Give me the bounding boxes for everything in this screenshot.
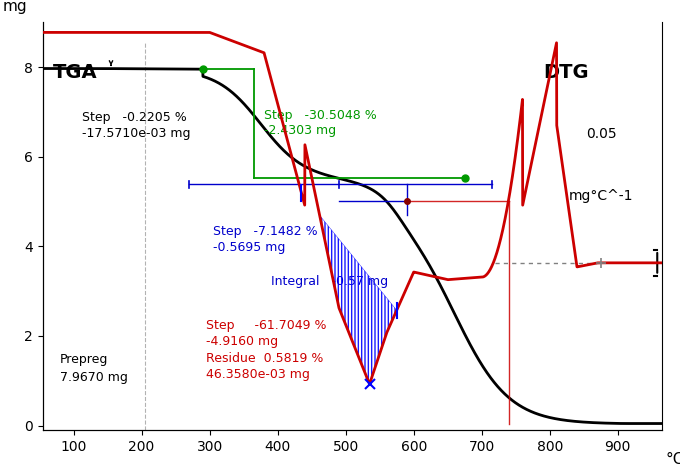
Text: Prepreg: Prepreg (60, 353, 108, 366)
Text: TGA: TGA (53, 63, 98, 82)
Text: 46.3580e-03 mg: 46.3580e-03 mg (206, 368, 310, 380)
Text: -2.4303 mg: -2.4303 mg (264, 124, 336, 137)
Text: mg°C^-1: mg°C^-1 (569, 188, 634, 202)
Text: Residue  0.5819 %: Residue 0.5819 % (206, 352, 324, 365)
Text: Step   -7.1482 %: Step -7.1482 % (213, 225, 318, 238)
Text: Step     -61.7049 %: Step -61.7049 % (206, 319, 326, 332)
Text: Step   -30.5048 %: Step -30.5048 % (264, 109, 377, 122)
Text: DTG: DTG (543, 63, 589, 82)
Text: -17.5710e-03 mg: -17.5710e-03 mg (82, 126, 190, 140)
Text: 0.05: 0.05 (586, 127, 617, 142)
Y-axis label: mg: mg (3, 0, 27, 14)
Text: 7.9670 mg: 7.9670 mg (60, 371, 128, 384)
Text: Step   -0.2205 %: Step -0.2205 % (82, 111, 186, 124)
X-axis label: °C: °C (665, 453, 680, 467)
Text: -4.9160 mg: -4.9160 mg (206, 335, 278, 348)
Text: Integral   -0.57 mg: Integral -0.57 mg (271, 275, 388, 288)
Text: -0.5695 mg: -0.5695 mg (213, 241, 286, 254)
